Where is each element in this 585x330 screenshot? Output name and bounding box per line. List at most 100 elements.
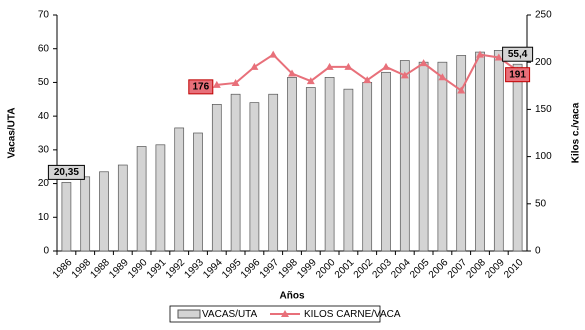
bar [80,176,91,252]
marker [476,50,484,58]
bar [230,93,241,252]
x-tick-label: 2002 [352,257,376,281]
y2-tick-label: 250 [535,10,552,21]
bar [456,55,467,252]
bar [268,93,279,252]
x-tick-label: 2010 [502,257,526,281]
bar [324,77,335,252]
y2-tick-label: 100 [535,151,552,162]
marker [400,71,409,79]
x-tick-label: 2009 [483,257,507,281]
data-label: 20,35 [47,164,85,180]
bar [136,146,147,252]
y2-tick-label: 200 [535,57,552,68]
marker [288,69,296,77]
bar [117,164,128,252]
bar [493,50,504,252]
marker [325,62,334,70]
data-label-box [188,79,214,95]
data-label-box [47,164,85,180]
x-tick-label: 2007 [446,257,470,281]
bar [305,87,316,252]
y2-tick-label: 50 [535,198,547,209]
y-axis-title: Vacas/UTA [7,108,18,159]
bar [211,103,222,252]
x-tick-label: 1999 [295,257,319,281]
data-label-text: 20,35 [54,167,79,178]
bar [61,182,72,252]
x-axis-title: Años [280,291,305,302]
bar [99,171,109,252]
bar [155,144,166,252]
marker [494,53,503,61]
x-tick-label: 2008 [464,257,488,281]
x-tick-label: 1996 [239,257,263,281]
data-label-box [502,46,534,62]
marker [250,62,259,70]
legend-marker [281,310,289,317]
marker [306,77,315,85]
x-tick-label: 2000 [314,257,338,281]
x-tick-label: 1998 [276,257,300,281]
bar [437,61,448,252]
marker [457,86,466,94]
y-tick-label: 20 [38,178,50,189]
data-label-text: 191 [509,69,526,80]
x-tick-label: 1994 [201,257,225,281]
y-tick-label: 40 [38,111,50,122]
x-tick-label: 1986 [51,257,75,281]
legend-label: KILOS CARNE/VACA [304,309,401,320]
x-tick-label: 1998 [70,257,94,281]
marker [438,73,447,81]
x-tick-label: 2006 [427,257,451,281]
y2-tick-label: 0 [535,246,541,257]
y2-tick-label: 150 [535,104,552,115]
bar [174,127,185,252]
marker [382,62,390,70]
bar [343,88,354,252]
x-tick-label: 1997 [258,257,282,281]
y-tick-label: 70 [38,10,50,21]
bar [418,61,429,252]
x-tick-label: 1992 [164,257,188,281]
x-tick-label: 1993 [182,257,206,281]
bar [287,77,297,252]
data-label: 191 [505,67,531,83]
data-label-box [505,67,531,83]
bar [399,60,410,252]
data-label-text: 176 [192,81,209,92]
x-tick-label: 2001 [333,257,357,281]
data-label: 55,4 [502,46,534,62]
y2-axis-title: Kilos c./vaca [571,102,582,163]
x-tick-label: 1989 [107,257,131,281]
y-tick-label: 0 [43,246,49,257]
x-tick-label: 1995 [220,257,244,281]
legend-label: VACAS/UTA [202,309,258,320]
y-tick-label: 10 [38,212,50,223]
x-tick-label: 1990 [126,257,150,281]
marker [212,80,221,88]
marker [231,78,240,86]
x-tick-label: 2003 [370,257,394,281]
bar [475,51,485,252]
data-label: 176 [188,79,214,95]
bar [381,71,391,252]
x-tick-label: 2005 [408,257,432,281]
data-label-text: 55,4 [508,49,528,60]
legend-swatch [177,309,201,319]
bar [512,63,523,252]
y-tick-label: 60 [38,43,50,54]
x-tick-label: 2004 [389,257,413,281]
marker [419,59,428,67]
x-tick-label: 1991 [145,257,169,281]
bar [362,82,373,252]
marker [269,50,278,58]
bar [249,102,260,252]
bar [193,132,203,252]
marker [344,62,353,70]
y-tick-label: 30 [38,144,50,155]
marker [363,76,372,84]
x-tick-label: 1988 [88,257,112,281]
y-tick-label: 50 [38,77,50,88]
